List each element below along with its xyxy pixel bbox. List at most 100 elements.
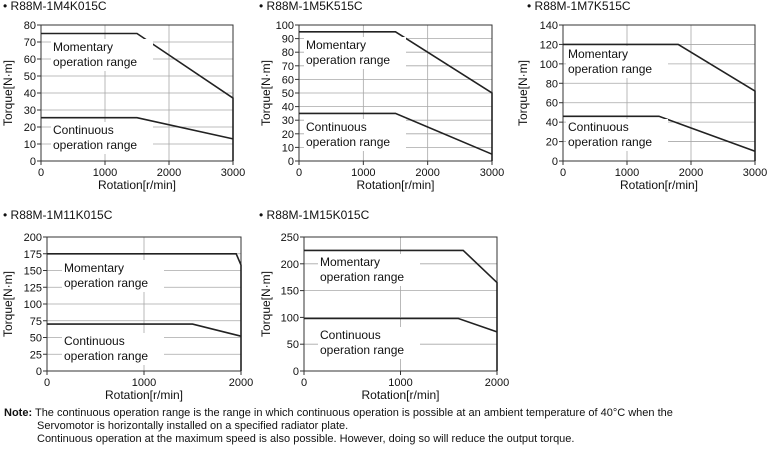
chart4-continuous-label-bg: [62, 333, 164, 365]
chart3-title-text: R88M-1M7K515C: [535, 0, 631, 13]
chart3-xtick-label-1: 1000: [615, 167, 639, 179]
chart3-ytick-label-5: 100: [540, 59, 558, 71]
chart1-continuous-label-bg: [51, 122, 153, 154]
chart1-ytick-label-8: 80: [24, 20, 36, 32]
chart4-xlabel: Rotation[r/min]: [105, 388, 183, 402]
chart5-ytick-label-0: 0: [293, 366, 299, 378]
chart2-ytick-label-6: 60: [282, 74, 294, 86]
chart1: • R88M-1M4K015C 0 10 20 30 40 50 60 70 80 0 1000 200…: [1, 0, 245, 192]
chart1-title-bullet: •: [3, 0, 11, 13]
chart5: • R88M-1M15K015C 0 50 100 150 200 250 0 1000 2000…: [259, 208, 509, 402]
chart1-xtick-label-3: 3000: [221, 167, 245, 179]
chart5-xtick-label-2: 2000: [485, 377, 509, 389]
chart2-momentary-label-bg: [304, 37, 406, 69]
chart5-title: • R88M-1M15K015C: [259, 208, 370, 222]
chart5-ytick-label-2: 100: [281, 312, 299, 324]
chart1-ytick-label-5: 50: [24, 71, 36, 83]
chart3-title-bullet: •: [527, 0, 535, 13]
chart2-ytick-label-4: 40: [282, 102, 294, 114]
chart1-ytick-label-4: 40: [24, 88, 36, 100]
chart2-ylabel: Torque[N·m]: [259, 60, 273, 126]
chart4-xtick-label-2: 2000: [229, 377, 253, 389]
chart1-xtick-label-0: 0: [38, 167, 44, 179]
chart2-ytick-label-5: 50: [282, 88, 294, 100]
chart5-title-bullet: •: [259, 208, 267, 222]
chart5-series-momentary-line: [304, 249, 498, 371]
chart3-momentary-label-bg: [566, 46, 668, 78]
note-text-1: The continuous operation range is the ra…: [34, 407, 673, 419]
chart3-momentary-label-line2: operation range: [568, 62, 652, 76]
chart1-series-continuous-line: [41, 116, 234, 140]
chart3-momentary-label: Momentary operation range: [568, 47, 652, 76]
chart2-xtick-label-1: 1000: [351, 167, 375, 179]
chart5-title-text: R88M-1M15K015C: [267, 208, 370, 222]
chart3-title: • R88M-1M7K515C: [527, 0, 631, 13]
chart5-momentary-label-bg: [318, 254, 420, 286]
footnote: Note: The continuous operation range is …: [4, 407, 673, 446]
chart4-momentary-label-line2: operation range: [64, 276, 148, 290]
chart3-momentary-label-line1: Momentary: [568, 47, 628, 61]
chart1-momentary-label-line1: Momentary: [53, 40, 113, 54]
chart4-continuous-label: Continuous operation range: [64, 334, 148, 363]
chart4-ytick-label-6: 150: [24, 266, 42, 278]
chart3-ytick-label-2: 40: [546, 117, 558, 129]
chart3-xtick-label-2: 2000: [679, 167, 703, 179]
chart5-ytick-label-3: 150: [281, 286, 299, 298]
chart1-title: • R88M-1M4K015C: [3, 0, 107, 13]
chart1-momentary-label-bg: [51, 39, 153, 71]
chart1-ytick-label-7: 70: [24, 37, 36, 49]
chart2-ytick-label-1: 10: [282, 142, 294, 154]
chart5-xtick-label-1: 1000: [388, 377, 412, 389]
chart2-ytick-label-3: 30: [282, 115, 294, 127]
chart2-xtick-label-3: 3000: [480, 167, 504, 179]
chart2-title: • R88M-1M5K515C: [259, 0, 363, 13]
chart3: • R88M-1M7K515C 0 20 40 60 80 100 120 140 0 1000 20…: [516, 0, 767, 192]
chart2-xlabel: Rotation[r/min]: [356, 178, 434, 192]
note-text-2: Servomotor is horizontally installed on …: [37, 420, 349, 432]
chart4-momentary-label-bg: [62, 260, 164, 292]
chart4-ytick-label-1: 25: [30, 349, 42, 361]
chart1-xtick-label-1: 1000: [93, 167, 117, 179]
chart1-ytick-label-6: 60: [24, 54, 36, 66]
chart3-series-momentary-line: [563, 43, 756, 161]
chart5-ylabel: Torque[N·m]: [259, 271, 273, 337]
note-text-3: Continuous operation at the maximum spee…: [37, 433, 575, 445]
chart5-momentary-label-line1: Momentary: [320, 255, 380, 269]
chart5-xlabel: Rotation[r/min]: [361, 388, 439, 402]
note-label: Note:: [4, 407, 33, 419]
chart5-ytick-label-5: 250: [281, 232, 299, 244]
chart4-ytick-label-7: 175: [24, 249, 42, 261]
chart3-ytick-label-4: 80: [546, 78, 558, 90]
chart5-continuous-label-line2: operation range: [320, 343, 404, 357]
footnote-line-1: Note: The continuous operation range is …: [4, 407, 673, 420]
chart2-continuous-label-line2: operation range: [306, 135, 390, 149]
chart5-ytick-label-4: 200: [281, 259, 299, 271]
chart1-momentary-label: Momentary operation range: [53, 40, 137, 69]
chart1-xlabel: Rotation[r/min]: [98, 178, 176, 192]
chart3-ytick-label-1: 20: [546, 137, 558, 149]
chart2-ytick-label-10: 100: [276, 20, 294, 32]
chart2-ytick-label-8: 80: [282, 47, 294, 59]
chart3-ytick-label-6: 120: [540, 39, 558, 51]
chart1-ytick-label-2: 20: [24, 122, 36, 134]
chart5-xtick-label-0: 0: [301, 377, 307, 389]
chart4-series-momentary-line: [47, 253, 242, 371]
chart1-series-momentary-line: [41, 32, 234, 161]
chart2-momentary-label-line1: Momentary: [306, 38, 366, 52]
chart2-continuous-label-line1: Continuous: [306, 120, 367, 134]
chart2-series-momentary-line: [299, 30, 493, 161]
chart3-ytick-label-3: 60: [546, 98, 558, 110]
chart5-momentary-label: Momentary operation range: [320, 255, 404, 284]
chart5-continuous-label-line1: Continuous: [320, 328, 381, 342]
chart2-ytick-label-0: 0: [288, 156, 294, 168]
chart4-continuous-label-line1: Continuous: [64, 334, 125, 348]
chart2-title-text: R88M-1M5K515C: [267, 0, 363, 13]
chart4-ytick-label-3: 75: [30, 316, 42, 328]
chart5-continuous-label-bg: [318, 327, 420, 359]
chart1-continuous-label-line1: Continuous: [53, 123, 114, 137]
chart1-title-text: R88M-1M4K015C: [11, 0, 107, 13]
chart3-series-continuous-line: [563, 115, 756, 153]
chart4-ytick-label-4: 100: [24, 299, 42, 311]
